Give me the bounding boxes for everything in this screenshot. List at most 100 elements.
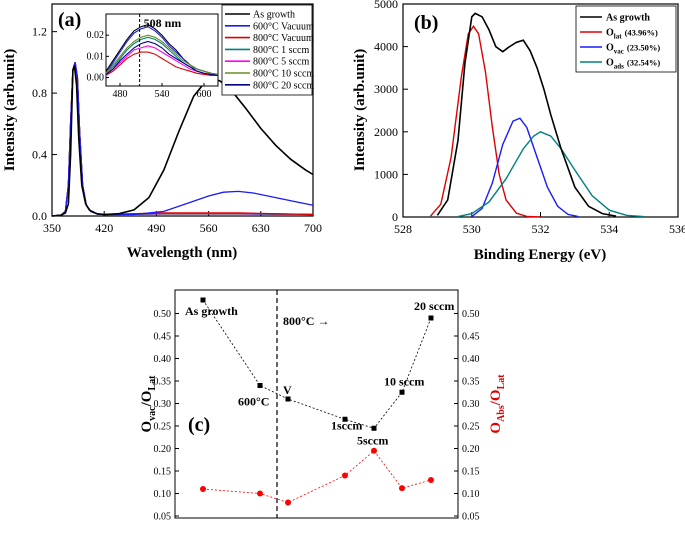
panel-a-ytick-label: 0.8 — [32, 86, 47, 100]
panel-c-ytick-left-label: 0.50 — [154, 309, 172, 320]
panel-c-ytick-right-label: 0.05 — [462, 512, 480, 523]
panel-c-point-oabs — [371, 447, 377, 454]
panel-b-xtick-label: 532 — [532, 222, 550, 236]
inset-ytick-label: 0.01 — [87, 51, 105, 62]
panel-c-point-oabs — [399, 485, 405, 492]
panel-c-point-label: 10 sccm — [384, 374, 424, 388]
panel-b-ytick-label: 5000 — [374, 0, 398, 11]
panel-c-ytick-right-label: 0.10 — [462, 489, 480, 500]
panel-b: 528 530 532 534 536 0 1000 2000 3000 4000 5000 (b)… — [352, 0, 685, 263]
panel-c-point-ovac — [342, 416, 348, 422]
panel-c-point-oabs — [428, 477, 434, 483]
panel-a-frame — [51, 3, 314, 217]
panel-c-ytick-left-label: 0.25 — [154, 422, 172, 433]
panel-c-ytick-right-label: 0.40 — [462, 354, 480, 365]
panel-c-ytick-left-label: 0.45 — [154, 332, 172, 343]
inset-ytick-label: 0.00 — [87, 73, 105, 84]
panel-c-ylabel-right: OAbs/OLat — [488, 374, 507, 434]
panel-a: 350 420 490 560 630 700 0.0 0.4 0.8 1.2 (a) Wavel… — [2, 3, 322, 261]
panel-c-ytick-right-label: 0.20 — [462, 444, 480, 455]
panel-a-xtick-label: 560 — [200, 221, 218, 235]
panel-c-ytick-left-label: 0.15 — [154, 467, 172, 478]
panel-c-ytick-right-label: 0.15 — [462, 467, 480, 478]
panel-c-point-label: 600°C — [238, 395, 269, 409]
panel-b-label: (b) — [414, 12, 438, 34]
panel-a-series-as-growth — [51, 65, 314, 217]
panel-b-legend: As growth Olat (43.96%) Ovac (23.50%) Oads (32… — [575, 5, 677, 73]
panel-b-series-o-lat — [429, 24, 541, 218]
panel-c-ytick-left-label: 0.40 — [154, 354, 172, 365]
panel-c-point-ovac — [285, 396, 291, 402]
panel-c-point-oabs — [285, 499, 291, 506]
panel-a-inset: 480 540 600 0.00 0.01 0.02 508 nm — [87, 13, 219, 100]
panel-b-xtick-label: 536 — [669, 222, 685, 236]
legend-a-label-800-c-10-sccm: 800°C 10 sccm — [253, 69, 314, 80]
panel-c-line-oabs — [202, 450, 432, 503]
inset-annotation: 508 nm — [144, 16, 182, 30]
panel-c: 0.05 0.05 0.10 0.10 0.15 0.15 0.20 0.20 0.25 0.25… — [139, 289, 507, 523]
legend-a-label-800-c-5-sccm: 800°C 5 sccm — [253, 57, 309, 68]
legend-a-label-800-c-20-sccm: 800°C 20 sccm — [253, 80, 314, 91]
panel-b-series-o-ads — [457, 131, 644, 218]
panel-c-point-ovac — [200, 297, 206, 303]
legend-b-label: Ovac (23.50%) — [606, 43, 660, 56]
panel-b-ytick-label: 3000 — [374, 82, 398, 96]
panel-c-ytick-left-label: 0.30 — [154, 399, 172, 410]
panel-c-point-oabs — [342, 472, 348, 479]
panel-b-xtick-label: 530 — [463, 222, 481, 236]
panel-a-label: (a) — [58, 9, 81, 31]
panel-a-xtick-label: 420 — [95, 221, 113, 235]
panel-c-point-ovac — [399, 389, 405, 395]
panel-b-xtick-label: 528 — [394, 222, 412, 236]
panel-c-point-oabs — [200, 486, 206, 492]
panel-c-point-label: 5sccm — [357, 433, 388, 447]
panel-a-ylabel: Intensity (arb.unit) — [2, 49, 18, 172]
panel-c-point-ovac — [371, 425, 377, 431]
inset-xtick-label: 600 — [197, 89, 212, 100]
panel-c-ytick-right-label: 0.45 — [462, 332, 480, 343]
panel-b-ytick-label: 2000 — [374, 125, 398, 139]
panel-b-ytick-label: 4000 — [374, 40, 398, 54]
legend-a-label-as-growth: As growth — [253, 10, 295, 21]
inset-xtick-label: 480 — [113, 89, 128, 100]
legend-b-label: As growth — [606, 13, 650, 24]
panel-b-series-o-vac — [471, 117, 579, 218]
panel-a-xtick-label: 490 — [147, 221, 165, 235]
panel-b-ytick-label: 1000 — [374, 167, 398, 181]
panel-c-ylabel-left: Ovac/OLat — [139, 375, 158, 433]
panel-b-ylabel: Intensity (arb.unit) — [352, 49, 368, 172]
inset-series-800-c-10-sccm — [105, 34, 219, 75]
panel-c-ytick-left-label: 0.05 — [154, 512, 172, 523]
panel-a-xtick-label: 630 — [252, 221, 270, 235]
panel-b-series-as-growth — [436, 12, 617, 217]
panel-c-ytick-right-label: 0.25 — [462, 422, 480, 433]
panel-c-ytick-right-label: 0.50 — [462, 309, 480, 320]
panel-c-ytick-right-label: 0.30 — [462, 399, 480, 410]
panel-b-ytick-label: 0 — [392, 210, 398, 224]
legend-b-label: Olat (43.96%) — [606, 28, 658, 41]
legend-a-label-600-c-vacuum: 600°C Vacuum — [253, 21, 314, 32]
inset-series-800-c-vacuum — [105, 51, 218, 76]
panel-c-divider-label: 800°C → — [283, 314, 329, 328]
panel-c-point-label: 1sccm — [331, 418, 362, 432]
panel-c-point-label: 20 sccm — [414, 299, 454, 313]
inset-series-800-c-20-sccm — [105, 40, 219, 76]
legend-a-label-800-c-1-sccm: 800°C 1 sccm — [253, 45, 309, 56]
panel-c-ytick-right-label: 0.35 — [462, 377, 480, 388]
panel-b-xtick-label: 534 — [600, 222, 618, 236]
panel-c-point-ovac — [257, 383, 263, 388]
panel-c-ytick-left-label: 0.10 — [154, 489, 172, 500]
panel-c-point-label: As growth — [185, 304, 238, 318]
panel-c-point-ovac — [428, 315, 434, 321]
panel-c-ytick-left-label: 0.20 — [154, 444, 172, 455]
inset-xtick-label: 540 — [155, 89, 170, 100]
legend-a-label-800-c-vacuum: 800°C Vacuum — [253, 33, 314, 44]
panel-a-ytick-label: 0.4 — [32, 148, 47, 162]
panel-c-ytick-left-label: 0.35 — [154, 377, 172, 388]
panel-a-xtick-label: 350 — [43, 221, 61, 235]
panel-a-xtick-label: 700 — [304, 221, 322, 235]
panel-c-point-label: V — [283, 383, 292, 397]
inset-ytick-label: 0.02 — [87, 30, 105, 41]
panel-c-label: (c) — [188, 414, 210, 436]
